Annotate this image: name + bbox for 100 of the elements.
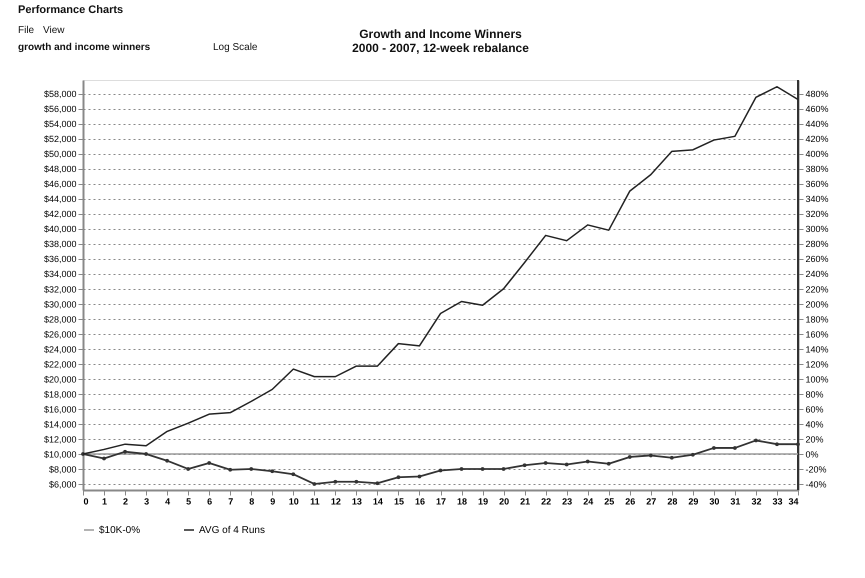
point — [333, 480, 338, 484]
text: Log Scale — [213, 42, 258, 53]
legend-label: $10K-0% — [99, 525, 140, 536]
point — [670, 456, 674, 460]
x-tick-label: 19 — [478, 496, 488, 506]
y2-tick-label: 80% — [806, 389, 824, 400]
y2-tick-label: 120% — [806, 359, 829, 370]
y2-tick-label: 440% — [806, 119, 829, 130]
point — [144, 452, 148, 456]
point — [564, 462, 569, 466]
x-tick-label: 34 — [788, 496, 798, 506]
y2-tick-label: 140% — [806, 344, 829, 354]
x-tick-label: 28 — [667, 496, 678, 506]
point — [628, 455, 632, 459]
x-tick-label: 5 — [186, 496, 192, 506]
y-tick-label: $38,000 — [44, 239, 76, 250]
x-tick-label: 29 — [688, 496, 698, 506]
y2-tick-label: 220% — [806, 284, 829, 294]
point — [102, 456, 106, 460]
x-tick-label: 11 — [310, 496, 320, 506]
point — [165, 458, 169, 463]
y2-tick-label: 280% — [806, 239, 829, 250]
y-tick-label: $8,000 — [48, 464, 76, 474]
point — [544, 461, 548, 465]
y2-tick-label: 40% — [806, 419, 824, 430]
point — [606, 462, 611, 466]
point — [460, 467, 464, 471]
point — [291, 472, 296, 476]
y2-tick-label: 260% — [806, 254, 829, 264]
y2-tick-label: 20% — [806, 434, 824, 444]
point — [354, 480, 358, 484]
point — [586, 460, 590, 464]
y-tick-label: $6,000 — [48, 479, 76, 490]
point — [228, 468, 232, 472]
x-tick-label: 31 — [730, 496, 740, 506]
y2-tick-label: -20% — [806, 464, 827, 474]
y-tick-label: $54,000 — [44, 119, 76, 130]
x-tick-label: 13 — [352, 496, 362, 506]
x-tick-label: 8 — [249, 496, 254, 506]
y2-tick-label: 320% — [806, 209, 829, 220]
x-tick-label: 25 — [604, 496, 614, 506]
y2-tick-label: 460% — [806, 104, 829, 114]
y-tick-label: $50,000 — [44, 149, 76, 160]
y-tick-label: $16,000 — [44, 404, 76, 414]
x-tick-label: 24 — [583, 496, 594, 506]
line-series — [82, 86, 799, 455]
x-tick-label: 23 — [562, 496, 572, 506]
point — [733, 446, 737, 450]
text: Performance Charts — [18, 4, 124, 16]
legend-label: AVG of 4 Runs — [199, 525, 265, 536]
y-tick-label: $10,000 — [44, 449, 76, 460]
y2-tick-label: 360% — [806, 179, 829, 190]
y-tick-label: $12,000 — [44, 434, 76, 444]
point — [249, 467, 254, 471]
point — [418, 474, 422, 478]
y2-tick-label: 340% — [806, 194, 829, 204]
y-tick-label: $20,000 — [44, 374, 76, 384]
y2-tick-label: -40% — [806, 479, 827, 490]
x-tick-label: 9 — [270, 496, 276, 506]
y-tick-label: $52,000 — [44, 134, 76, 144]
point — [796, 442, 800, 446]
x-tick-label: 15 — [394, 496, 404, 506]
y2-tick-label: 240% — [806, 269, 829, 280]
x-tick-label: 18 — [457, 496, 468, 506]
text: growth and income winners — [18, 42, 151, 53]
x-tick-label: 26 — [625, 496, 636, 506]
y-tick-label: $22,000 — [44, 359, 76, 370]
y2-tick-label: 400% — [806, 149, 829, 160]
y-tick-label: $34,000 — [44, 269, 76, 280]
y2-tick-label: 200% — [806, 299, 829, 310]
chart-title: Growth and Income Winners — [359, 27, 522, 41]
y2-tick-label: 100% — [806, 374, 829, 384]
y2-tick-label: 160% — [806, 329, 829, 340]
y-tick-label: $46,000 — [44, 179, 76, 190]
x-tick-label: 20 — [499, 496, 510, 506]
text: File — [18, 25, 35, 36]
y2-tick-label: 380% — [806, 164, 829, 174]
y2-tick-label: 480% — [806, 89, 829, 100]
y-tick-label: $30,000 — [44, 299, 76, 310]
point — [522, 463, 526, 468]
point — [712, 446, 716, 450]
chart-subtitle: 2000 - 2007, 12-week rebalance — [352, 41, 530, 55]
point — [648, 454, 653, 458]
x-tick-label: 3 — [144, 496, 150, 506]
y-tick-label: $26,000 — [44, 329, 76, 340]
x-tick-label: 30 — [709, 496, 720, 506]
y2-tick-label: 60% — [806, 404, 824, 414]
x-tick-label: 21 — [520, 496, 530, 506]
x-tick-label: 32 — [751, 496, 762, 506]
point — [754, 438, 758, 442]
x-tick-label: 4 — [165, 496, 170, 506]
point — [376, 481, 380, 486]
point — [123, 450, 127, 454]
y-tick-label: $44,000 — [44, 194, 76, 204]
y-tick-label: $42,000 — [44, 209, 76, 220]
x-tick-label: 14 — [372, 496, 383, 506]
x-tick-label: 7 — [228, 496, 234, 506]
x-tick-label: 12 — [330, 496, 341, 506]
y-tick-label: $18,000 — [44, 389, 76, 400]
x-tick-label: 27 — [646, 496, 656, 506]
